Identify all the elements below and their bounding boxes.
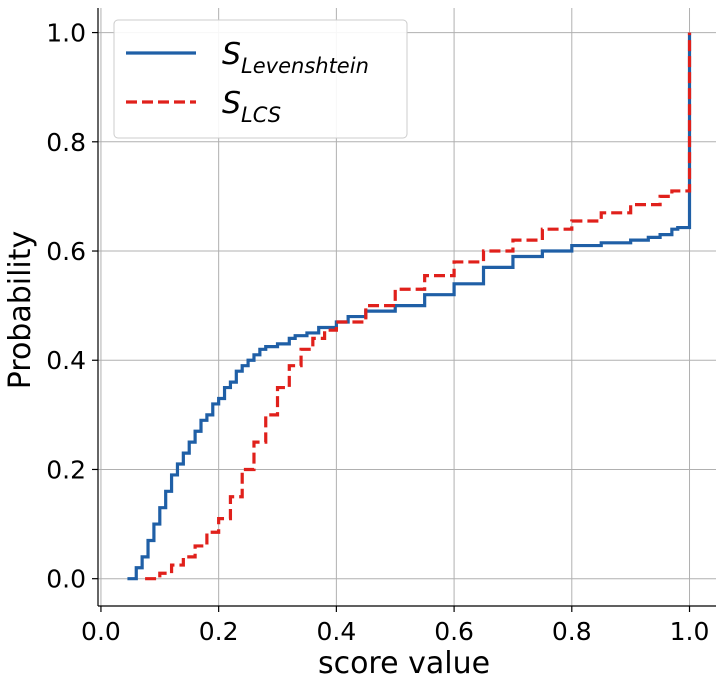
series-lines [127,32,692,581]
y-tick-label: 0.6 [46,237,86,266]
y-tick-label: 0.2 [46,455,86,484]
x-tick-label: 0.2 [199,617,239,646]
x-axis-title: score value [318,646,490,679]
x-tick-label: 0.4 [316,617,356,646]
y-tick-label: 1.0 [46,19,86,48]
series-line-lcs [145,32,692,581]
y-tick-label: 0.0 [46,565,86,594]
legend-label-levenshtein-main: S [222,37,241,72]
y-tick-label: 0.8 [46,128,86,157]
legend-label-levenshtein-sub: Levenshtein [241,54,369,78]
y-axis-title: Probability [3,231,38,390]
legend-label-levenshtein: SLevenshtein [222,37,369,78]
x-tick-label: 1.0 [670,617,710,646]
legend-label-lcs: SLCS [222,86,281,127]
tick-labels: 0.0 0.2 0.4 0.6 0.8 1.0 0.0 0.2 0.4 0.6 0.8 1.0 [46,19,709,646]
x-tick-label: 0.8 [552,617,592,646]
legend: SLevenshtein SLCS [113,19,408,139]
y-tick-label: 0.4 [46,346,86,375]
legend-label-lcs-main: S [222,86,241,121]
legend-box [113,19,408,139]
x-tick-label: 0.6 [434,617,474,646]
series-line-levenshtein [127,32,692,581]
x-tick-label: 0.0 [81,617,121,646]
legend-label-lcs-sub: LCS [241,103,281,127]
axes [97,8,716,607]
